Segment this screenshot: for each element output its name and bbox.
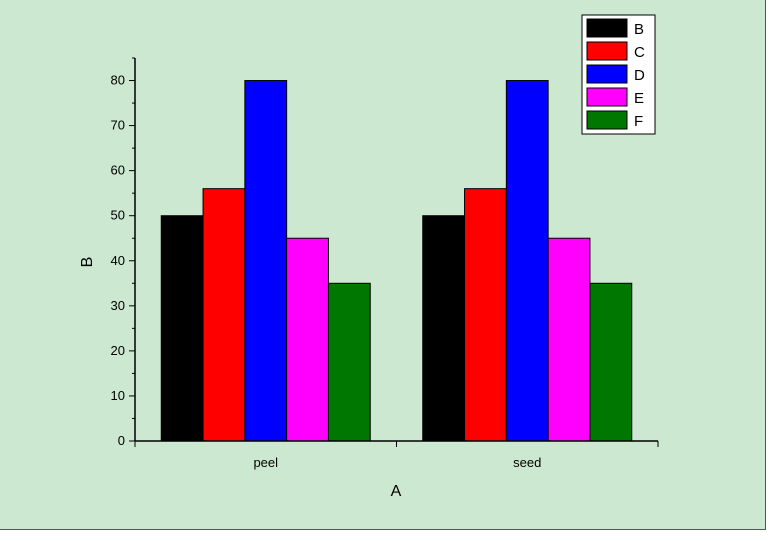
legend-swatch-e (586, 87, 628, 107)
axes-group: 0 10 20 30 40 50 60 70 80 peel seed (111, 57, 659, 470)
legend-label-c: C (634, 44, 645, 61)
legend-swatch-c (586, 41, 628, 61)
x-axis-title: A (391, 483, 402, 500)
y-tick-label: 60 (111, 163, 125, 178)
y-tick-label: 30 (111, 298, 125, 313)
bar-e-seed (547, 237, 591, 442)
y-tick-label: 70 (111, 118, 125, 133)
bar-d-seed (505, 80, 549, 442)
bar-c-peel (202, 188, 246, 442)
bar-f-seed (589, 282, 633, 442)
legend-label-f: F (634, 113, 643, 130)
y-tick-label: 10 (111, 388, 125, 403)
y-tick-label: 40 (111, 253, 125, 268)
y-tick-label: 20 (111, 343, 125, 358)
bars-group (160, 80, 633, 442)
legend-swatch-f (586, 110, 628, 130)
bar-b-peel (160, 215, 204, 442)
bar-d-peel (244, 80, 288, 442)
legend-label-d: D (634, 67, 645, 84)
bar-f-peel (327, 282, 371, 442)
legend-label-b: B (634, 21, 644, 38)
bar-b-seed (422, 215, 466, 442)
bar-e-peel (286, 237, 329, 442)
y-tick-label: 50 (111, 208, 125, 223)
y-tick-label: 80 (111, 73, 125, 88)
x-tick-label-peel: peel (253, 455, 278, 470)
legend-swatch-b (586, 18, 628, 38)
legend-label-e: E (634, 90, 644, 107)
bar-c-seed (464, 188, 507, 442)
legend-swatch-d (586, 64, 628, 84)
x-tick-label-seed: seed (513, 455, 541, 470)
y-tick-label: 0 (118, 433, 125, 448)
y-axis-title: B (79, 257, 96, 268)
